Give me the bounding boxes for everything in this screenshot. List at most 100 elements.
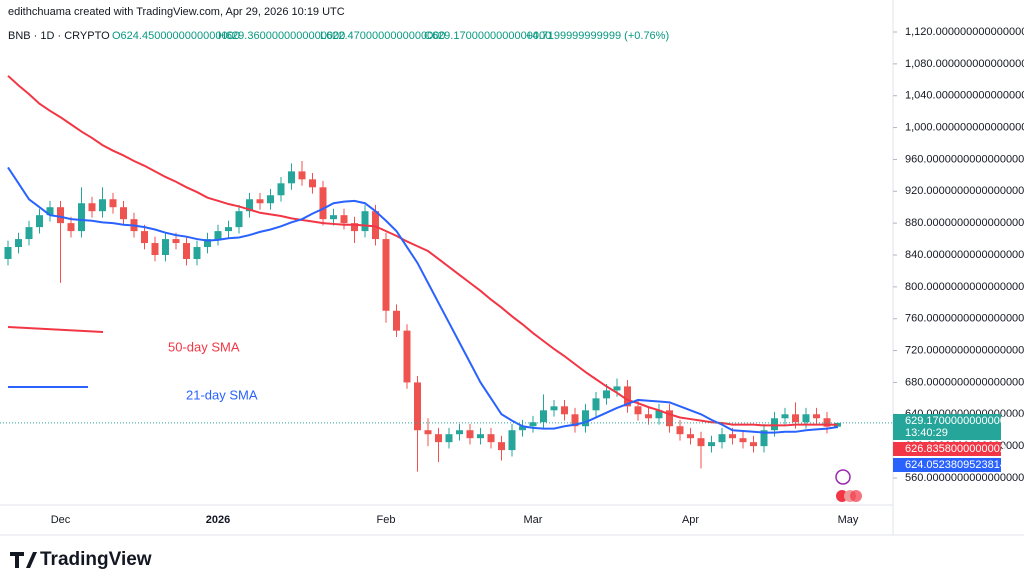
candle-body: [697, 438, 705, 447]
candle-body: [330, 215, 337, 220]
candle-body: [655, 410, 663, 419]
candle-body: [204, 239, 211, 248]
candle-body: [592, 398, 600, 411]
candle-body: [624, 386, 631, 407]
candle-body: [645, 414, 652, 419]
x-tick-label: Mar: [524, 514, 543, 526]
candle-body: [172, 239, 180, 244]
candle-body: [634, 406, 642, 415]
candle-body: [267, 195, 274, 204]
plot-area: [4, 75, 841, 472]
candle-body: [298, 171, 306, 180]
candle-body: [487, 434, 495, 443]
candle-body: [813, 414, 820, 419]
x-tick-label: Apr: [682, 514, 699, 526]
candle-body: [15, 239, 22, 248]
candle-body: [99, 199, 106, 212]
candle-body: [676, 426, 684, 435]
candle-body: [477, 434, 484, 439]
candle-body: [340, 215, 348, 224]
candle-body: [414, 382, 421, 431]
price-tag: [893, 414, 1001, 440]
y-tick-label: 1,120.0000000000000000: [905, 26, 1024, 38]
ohlc-close: C629.1700000000000000: [424, 30, 551, 42]
candle-body: [372, 211, 379, 240]
candle-body: [582, 410, 589, 427]
price-tag: [893, 458, 1001, 472]
candle-body: [571, 414, 579, 427]
candle-body: [498, 442, 505, 451]
candle-body: [403, 330, 411, 383]
candle-body: [424, 430, 432, 435]
candle-body: [214, 231, 222, 240]
candle-body: [613, 386, 621, 391]
x-tick-label: 2026: [206, 514, 230, 526]
y-tick-label: 760.0000000000000000: [905, 313, 1024, 325]
y-tick-label: 840.0000000000000000: [905, 249, 1024, 261]
candle-body: [708, 442, 715, 447]
candle-body: [781, 414, 789, 419]
sma-line: [7, 166, 838, 434]
y-tick-label: 720.0000000000000000: [905, 344, 1024, 356]
candle-body: [382, 239, 390, 311]
candle-body: [456, 430, 463, 435]
candle-body: [508, 430, 516, 451]
candle-body: [4, 247, 12, 259]
candle-body: [67, 223, 75, 232]
legend-sma50: 50-day SMA: [168, 339, 240, 354]
brand: TradingView: [40, 549, 152, 570]
ohlc-high: H629.3600000000000000: [218, 30, 345, 42]
ohlc-low: L622.4700000000000000: [320, 30, 445, 42]
candle-body: [561, 406, 568, 415]
price-tag: [893, 442, 1001, 456]
candle-body: [351, 223, 358, 232]
candle-body: [256, 199, 264, 204]
candle-body: [435, 434, 442, 443]
x-tick-label: May: [838, 514, 859, 526]
candle-body: [319, 187, 327, 220]
candle-body: [277, 183, 285, 196]
candle-body: [771, 418, 778, 431]
ohlc-change: +4.7199999999999 (+0.76%): [526, 30, 669, 42]
y-tick-label: 560.0000000000000000: [905, 472, 1024, 484]
y-tick-label: 1,040.0000000000000000: [905, 90, 1024, 102]
candle-body: [25, 227, 33, 240]
y-tick-label: 800.0000000000000000: [905, 281, 1024, 293]
candle-body: [739, 438, 747, 443]
candle-body: [666, 410, 673, 427]
x-tick-label: Dec: [51, 514, 71, 526]
y-tick-label: 1,080.0000000000000000: [905, 58, 1024, 70]
candle-body: [834, 422, 841, 427]
y-tick-label: 880.0000000000000000: [905, 217, 1024, 229]
candle-body: [519, 426, 526, 431]
candle-body: [235, 211, 243, 228]
candle-body: [823, 418, 831, 427]
y-tick-label: 920.0000000000000000: [905, 185, 1024, 197]
ohlc-open: O624.4500000000000000: [112, 30, 240, 42]
candle-body: [802, 414, 810, 423]
candle-body: [120, 207, 127, 220]
candle-body: [603, 390, 610, 399]
candle-body: [151, 243, 159, 255]
candle-body: [687, 434, 694, 439]
candle-body: [750, 442, 757, 447]
candle-body: [36, 215, 43, 228]
legend-sma21: 21-day SMA: [186, 387, 258, 402]
symbol: BNB · 1D · CRYPTO: [8, 30, 110, 42]
candle-body: [46, 207, 54, 216]
candle-body: [246, 199, 253, 212]
candle-body: [57, 207, 64, 224]
legend-line-sma50: [7, 326, 104, 333]
candle-body: [466, 430, 474, 439]
price-tag-label: 629.1700000000000000: [905, 415, 1024, 427]
x-tick-label: Feb: [377, 514, 396, 526]
candle-body: [162, 239, 169, 255]
y-tick-label: 960.0000000000000000: [905, 153, 1024, 165]
candle-body: [88, 203, 96, 212]
candle-body: [550, 406, 558, 411]
sma-line: [7, 75, 838, 427]
candle-body: [141, 231, 148, 244]
candle-body: [288, 171, 295, 184]
